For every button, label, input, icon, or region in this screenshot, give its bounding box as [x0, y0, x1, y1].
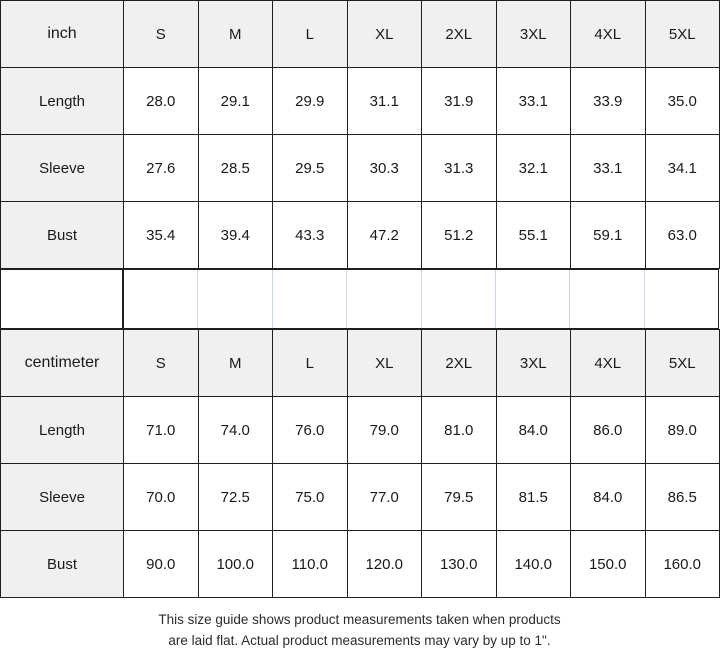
cell-cm-sleeve-5xl: 86.5 [644, 463, 720, 532]
size-header-2xl: 2XL [421, 0, 497, 68]
cell-inch-sleeve-2xl: 31.3 [421, 134, 497, 202]
cell-inch-sleeve-s: 27.6 [123, 134, 199, 202]
size-header-l: L [272, 0, 348, 68]
separator-cell [347, 270, 422, 329]
size-header-2xl: 2XL [421, 329, 497, 398]
unit-label-inch: inch [0, 0, 124, 68]
cell-cm-sleeve-m: 72.5 [197, 463, 273, 532]
cell-cm-bust-s: 90.0 [123, 530, 199, 599]
separator-cell [123, 270, 199, 329]
cell-cm-length-l: 76.0 [272, 396, 348, 465]
cell-inch-length-xl: 31.1 [346, 67, 422, 135]
size-header-xl: XL [346, 329, 422, 398]
cell-inch-bust-2xl: 51.2 [421, 201, 497, 269]
row-label-bust: Bust [0, 201, 124, 269]
cell-inch-bust-l: 43.3 [272, 201, 348, 269]
cell-cm-length-xl: 79.0 [346, 396, 422, 465]
disclaimer-line-2: are laid flat. Actual product measuremen… [168, 633, 551, 649]
cell-inch-bust-4xl: 59.1 [570, 201, 646, 269]
cell-inch-sleeve-l: 29.5 [272, 134, 348, 202]
size-header-5xl: 5XL [644, 0, 720, 68]
row-label-length: Length [0, 396, 124, 465]
cell-cm-length-5xl: 89.0 [644, 396, 720, 465]
cell-inch-length-4xl: 33.9 [570, 67, 646, 135]
table-row: Bust 90.0 100.0 110.0 120.0 130.0 140.0 … [0, 530, 720, 599]
cell-cm-length-m: 74.0 [197, 396, 273, 465]
size-header-l: L [272, 329, 348, 398]
cell-cm-sleeve-l: 75.0 [272, 463, 348, 532]
size-header-m: M [197, 0, 273, 68]
separator-cell [422, 270, 496, 329]
table-row: Sleeve 27.6 28.5 29.5 30.3 31.3 32.1 33.… [0, 134, 720, 202]
cell-inch-length-m: 29.1 [197, 67, 273, 135]
table-header-row-centimeter: centimeter S M L XL 2XL 3XL 4XL 5XL [0, 329, 720, 398]
cell-cm-bust-2xl: 130.0 [421, 530, 497, 599]
cell-cm-sleeve-xl: 77.0 [346, 463, 422, 532]
row-label-length: Length [0, 67, 124, 135]
table-row: Length 71.0 74.0 76.0 79.0 81.0 84.0 86.… [0, 396, 720, 465]
size-header-4xl: 4XL [570, 329, 646, 398]
row-label-bust: Bust [0, 530, 124, 599]
cell-cm-bust-l: 110.0 [272, 530, 348, 599]
size-header-m: M [197, 329, 273, 398]
cell-inch-sleeve-xl: 30.3 [346, 134, 422, 202]
row-label-sleeve: Sleeve [0, 134, 124, 202]
cell-inch-length-l: 29.9 [272, 67, 348, 135]
cell-inch-sleeve-m: 28.5 [197, 134, 273, 202]
disclaimer-line-1: This size guide shows product measuremen… [158, 612, 561, 628]
cell-inch-bust-3xl: 55.1 [495, 201, 571, 269]
size-table-centimeter: centimeter S M L XL 2XL 3XL 4XL 5XL Leng… [0, 329, 720, 599]
size-header-s: S [123, 329, 199, 398]
table-row: Sleeve 70.0 72.5 75.0 77.0 79.5 81.5 84.… [0, 463, 720, 532]
size-header-5xl: 5XL [644, 329, 720, 398]
unit-label-centimeter: centimeter [0, 329, 124, 398]
size-header-3xl: 3XL [495, 329, 571, 398]
cell-inch-sleeve-5xl: 34.1 [644, 134, 720, 202]
cell-cm-bust-5xl: 160.0 [644, 530, 720, 599]
cell-inch-length-5xl: 35.0 [644, 67, 720, 135]
separator-cell [645, 270, 718, 328]
cell-cm-bust-4xl: 150.0 [570, 530, 646, 599]
table-header-row-inch: inch S M L XL 2XL 3XL 4XL 5XL [0, 0, 720, 68]
cell-cm-sleeve-2xl: 79.5 [421, 463, 497, 532]
cell-inch-length-3xl: 33.1 [495, 67, 571, 135]
cell-inch-sleeve-3xl: 32.1 [495, 134, 571, 202]
cell-inch-bust-5xl: 63.0 [644, 201, 720, 269]
size-header-3xl: 3XL [495, 0, 571, 68]
cell-cm-length-3xl: 84.0 [495, 396, 571, 465]
cell-cm-length-2xl: 81.0 [421, 396, 497, 465]
table-row: Bust 35.4 39.4 43.3 47.2 51.2 55.1 59.1 … [0, 201, 720, 269]
cell-inch-sleeve-4xl: 33.1 [570, 134, 646, 202]
cell-cm-bust-m: 100.0 [197, 530, 273, 599]
cell-inch-bust-xl: 47.2 [346, 201, 422, 269]
cell-cm-length-4xl: 86.0 [570, 396, 646, 465]
size-guide-disclaimer: This size guide shows product measuremen… [0, 598, 719, 652]
table-row: Length 28.0 29.1 29.9 31.1 31.9 33.1 33.… [0, 67, 720, 135]
separator-label-cell [1, 270, 123, 329]
cell-inch-bust-s: 35.4 [123, 201, 199, 269]
separator-cell [273, 270, 348, 329]
separator-cell [496, 270, 571, 329]
size-header-4xl: 4XL [570, 0, 646, 68]
cell-cm-length-s: 71.0 [123, 396, 199, 465]
size-table-inch: inch S M L XL 2XL 3XL 4XL 5XL Length 28.… [0, 0, 720, 269]
table-separator-band [0, 269, 719, 330]
cell-cm-sleeve-s: 70.0 [123, 463, 199, 532]
size-header-s: S [123, 0, 199, 68]
cell-inch-length-s: 28.0 [123, 67, 199, 135]
cell-inch-bust-m: 39.4 [197, 201, 273, 269]
cell-cm-bust-3xl: 140.0 [495, 530, 571, 599]
separator-cell [198, 270, 273, 329]
cell-cm-sleeve-4xl: 84.0 [570, 463, 646, 532]
cell-cm-sleeve-3xl: 81.5 [495, 463, 571, 532]
size-header-xl: XL [346, 0, 422, 68]
row-label-sleeve: Sleeve [0, 463, 124, 532]
cell-cm-bust-xl: 120.0 [346, 530, 422, 599]
separator-cell [570, 270, 645, 329]
cell-inch-length-2xl: 31.9 [421, 67, 497, 135]
